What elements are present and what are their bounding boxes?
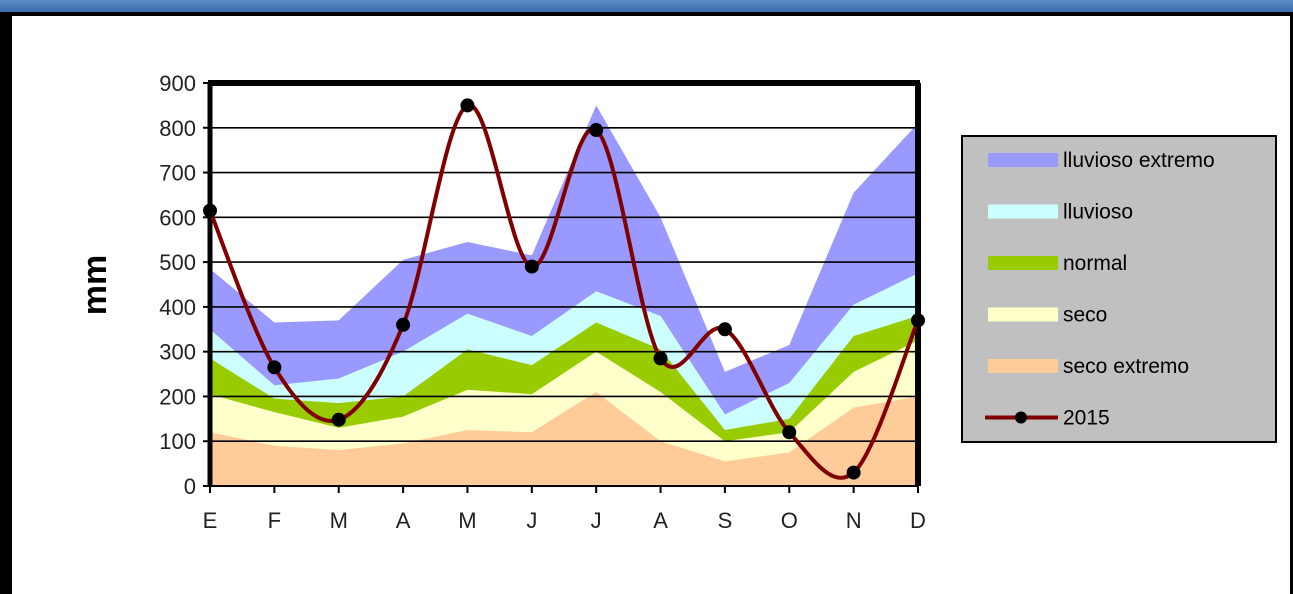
point-2015 <box>460 98 475 113</box>
legend-swatch-lluvioso <box>988 204 1058 219</box>
y-tick-label: 800 <box>159 116 196 141</box>
legend-label: 2015 <box>1063 407 1110 430</box>
y-tick-label: 0 <box>184 474 196 499</box>
x-tick-label: D <box>910 508 926 533</box>
window-top-band <box>0 0 1293 12</box>
legend-box <box>961 135 1277 443</box>
x-tick-label: N <box>846 508 862 533</box>
y-axis-label: mm <box>76 255 114 315</box>
point-2015 <box>396 317 411 332</box>
x-tick-label: F <box>268 508 281 533</box>
point-2015 <box>846 465 861 480</box>
point-2015 <box>911 313 925 328</box>
point-2015 <box>717 322 732 337</box>
x-tick-label: M <box>458 508 476 533</box>
point-2015 <box>589 123 604 138</box>
point-2015 <box>653 351 668 366</box>
y-tick-label: 100 <box>159 429 196 454</box>
legend-swatch-seco-extremo <box>988 359 1058 373</box>
y-tick-label: 300 <box>159 340 196 365</box>
legend-swatch-lluvioso-extremo <box>988 153 1058 167</box>
series-2015 <box>203 98 925 480</box>
x-tick-label: J <box>526 508 537 533</box>
y-axis-ticks: 0 100 200 300 400 500 600 700 800 900 <box>159 71 210 499</box>
area-seco-extremo <box>210 391 918 486</box>
x-tick-label: O <box>781 508 798 533</box>
legend: lluvioso extremo lluvioso normal seco seco e… <box>961 135 1277 443</box>
legend-label: normal <box>1063 252 1127 275</box>
x-tick-label: S <box>718 508 733 533</box>
y-tick-label: 900 <box>159 71 196 96</box>
area-layers <box>210 105 918 486</box>
x-tick-label: A <box>653 508 668 533</box>
y-tick-label: 600 <box>159 205 196 230</box>
x-tick-label: A <box>396 508 411 533</box>
point-2015 <box>524 259 539 274</box>
point-2015 <box>267 360 282 375</box>
y-tick-label: 200 <box>159 384 196 409</box>
gridlines <box>210 126 918 443</box>
point-2015 <box>331 412 346 427</box>
y-tick-label: 500 <box>159 250 196 275</box>
legend-marker-2015 <box>1015 411 1027 424</box>
point-2015 <box>203 203 217 218</box>
x-tick-label: M <box>330 508 348 533</box>
plot-frame <box>204 80 921 487</box>
point-2015 <box>782 425 797 440</box>
y-tick-label: 700 <box>159 161 196 186</box>
legend-label: seco extremo <box>1063 355 1189 378</box>
y-tick-label: 400 <box>159 295 196 320</box>
x-tick-label: E <box>203 508 218 533</box>
x-tick-label: J <box>591 508 602 533</box>
legend-swatch-normal <box>988 256 1058 270</box>
legend-swatch-seco <box>988 307 1058 322</box>
legend-label: lluvioso extremo <box>1063 149 1215 172</box>
legend-label: seco <box>1063 304 1107 327</box>
legend-label: lluvioso <box>1063 201 1133 224</box>
